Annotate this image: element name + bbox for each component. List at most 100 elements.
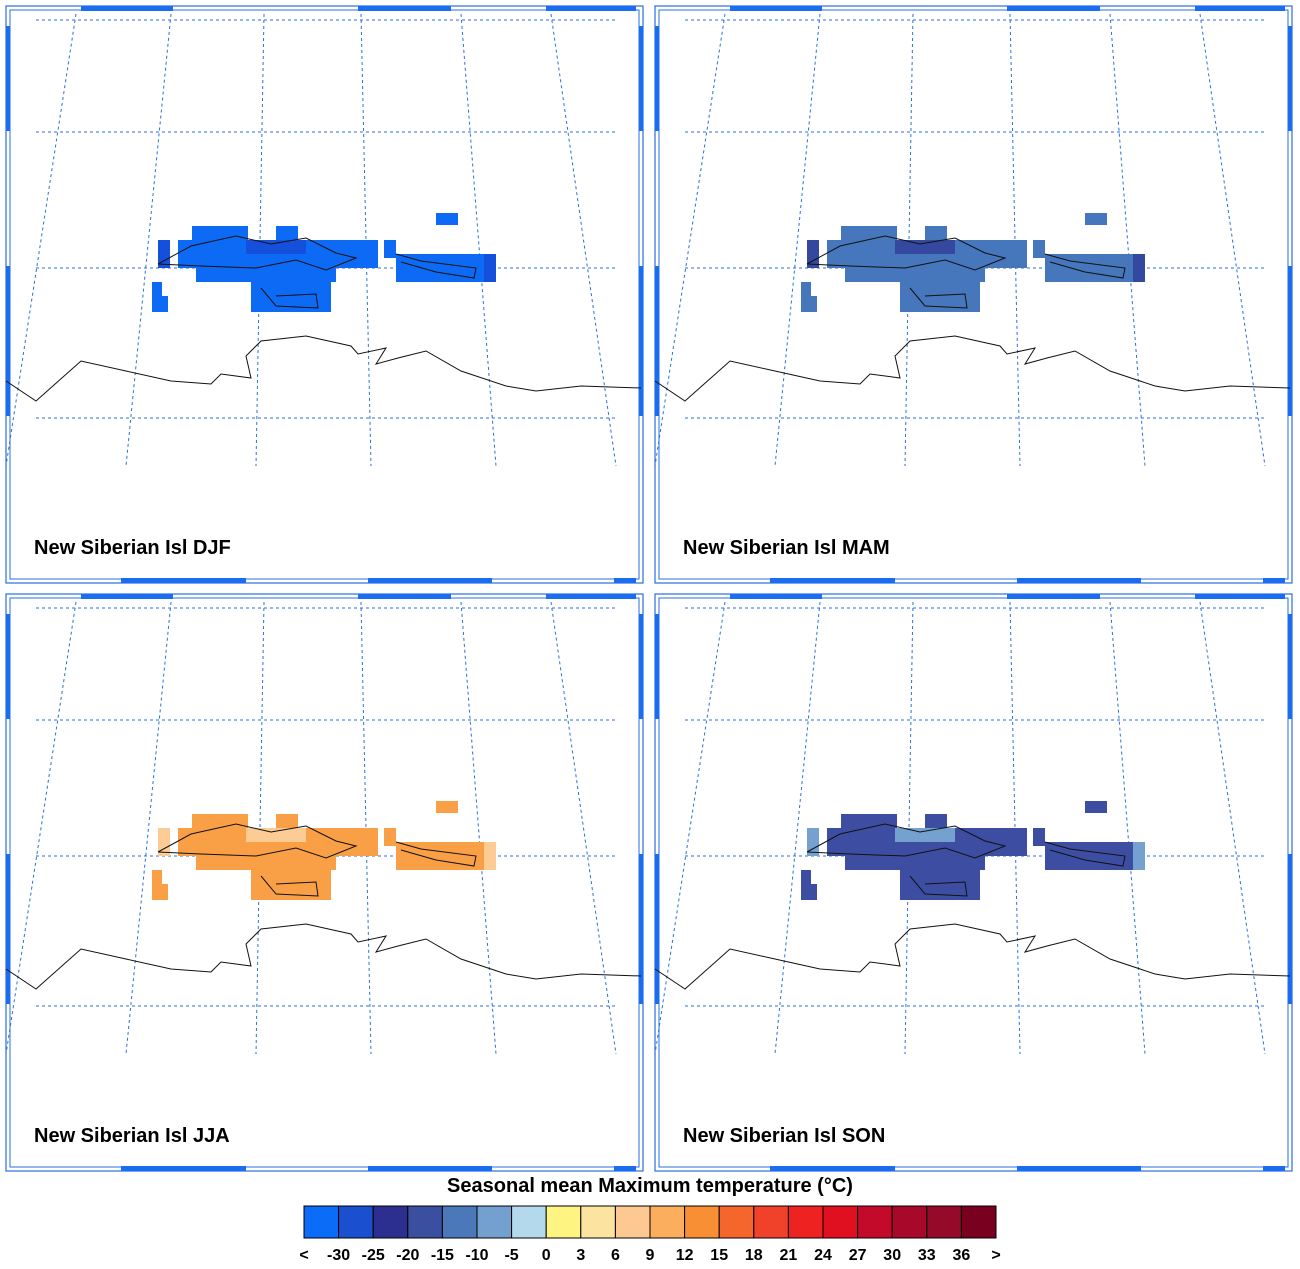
frame-tick (1017, 1166, 1141, 1171)
frame-tick (6, 854, 10, 1004)
colorbar-box (926, 1205, 962, 1239)
colorbar-label: -20 (396, 1247, 419, 1264)
coastline (1044, 253, 1126, 279)
colorbar-box (684, 1205, 720, 1239)
map-panel: New Siberian Isl JJA (5, 593, 644, 1172)
data-cell (895, 240, 955, 254)
colorbar-box (718, 1205, 755, 1239)
colorbar-box (545, 1205, 582, 1239)
coastline (157, 235, 358, 271)
colorbar-label: -30 (327, 1247, 350, 1264)
frame-tick (6, 266, 10, 416)
map-panel: New Siberian Isl SON (654, 593, 1293, 1172)
colorbar-label: 18 (745, 1247, 763, 1264)
frame-tick (614, 578, 636, 583)
frame-tick (6, 614, 10, 719)
frame-tick (81, 594, 173, 599)
data-cell (152, 884, 168, 900)
coastline (654, 335, 1291, 402)
frame-tick (639, 26, 643, 131)
coastline (909, 875, 968, 897)
coastline (157, 823, 358, 859)
colorbar-box (303, 1205, 340, 1239)
coastline (909, 287, 968, 309)
frame-tick (639, 614, 643, 719)
data-cell (384, 828, 396, 846)
graticule (550, 601, 617, 1055)
data-cell (841, 814, 897, 828)
graticule (774, 13, 821, 467)
data-cell (251, 282, 331, 312)
graticule (654, 601, 726, 1055)
frame-tick (770, 578, 895, 583)
frame-tick (1288, 854, 1292, 1004)
data-cell (152, 282, 162, 300)
data-cell (845, 856, 985, 870)
coastline (5, 923, 642, 990)
graticule (125, 601, 172, 1055)
colorbar-label: 0 (542, 1247, 551, 1264)
data-cell (276, 814, 298, 828)
frame-tick (730, 6, 822, 11)
colorbar-box (960, 1205, 997, 1239)
panel-title: New Siberian Isl DJF (34, 537, 231, 559)
frame-tick (1288, 614, 1292, 719)
colorbar-box (372, 1205, 409, 1239)
coastline (806, 235, 1007, 271)
data-cell (801, 884, 817, 900)
data-cell (801, 282, 811, 300)
frame-tick (6, 26, 10, 131)
data-cell (384, 240, 396, 258)
frame-tick (358, 6, 451, 11)
graticule (550, 13, 617, 467)
graticule (654, 13, 726, 467)
data-cell (1133, 254, 1145, 282)
frame-tick (770, 1166, 895, 1171)
frame-tick (121, 578, 246, 583)
data-cell (895, 828, 955, 842)
colorbar-box (511, 1205, 547, 1239)
data-cell (1133, 842, 1145, 870)
colorbar-box (787, 1205, 824, 1239)
frame-tick (368, 578, 492, 583)
colorbar-box (338, 1205, 374, 1239)
colorbar-box (753, 1205, 789, 1239)
colorbar-label: 30 (883, 1247, 901, 1264)
frame-tick (1195, 6, 1285, 11)
data-cell (158, 828, 170, 856)
data-cell (251, 870, 331, 900)
colorbar-box (614, 1205, 651, 1239)
coastline (260, 875, 319, 897)
graticule (125, 13, 172, 467)
colorbar-label: -25 (362, 1247, 385, 1264)
colorbar-box (407, 1205, 443, 1239)
frame-tick (368, 1166, 492, 1171)
graticule (1199, 601, 1266, 1055)
colorbar-label: 3 (576, 1247, 585, 1264)
colorbar-label: 36 (953, 1247, 971, 1264)
data-cell (436, 801, 458, 813)
colorbar-box (580, 1205, 616, 1239)
data-cell (1085, 213, 1107, 225)
colorbar-label: 9 (646, 1247, 655, 1264)
coastline (395, 841, 477, 867)
data-cell (1033, 828, 1045, 846)
data-cell (246, 828, 306, 842)
coastline (395, 253, 477, 279)
data-cell (436, 213, 458, 225)
panel-title: New Siberian Isl MAM (683, 537, 890, 559)
frame-tick (1288, 266, 1292, 416)
frame-tick (655, 854, 659, 1004)
frame-tick (546, 6, 636, 11)
colorbar-box (822, 1205, 859, 1239)
data-cell (276, 226, 298, 240)
coastline (1044, 841, 1126, 867)
coastline (260, 287, 319, 309)
colorbar-box (857, 1205, 893, 1239)
colorbar-box (891, 1205, 928, 1239)
panel-title: New Siberian Isl JJA (34, 1125, 230, 1147)
data-cell (925, 226, 947, 240)
frame-tick (1007, 6, 1100, 11)
frame-tick (546, 594, 636, 599)
